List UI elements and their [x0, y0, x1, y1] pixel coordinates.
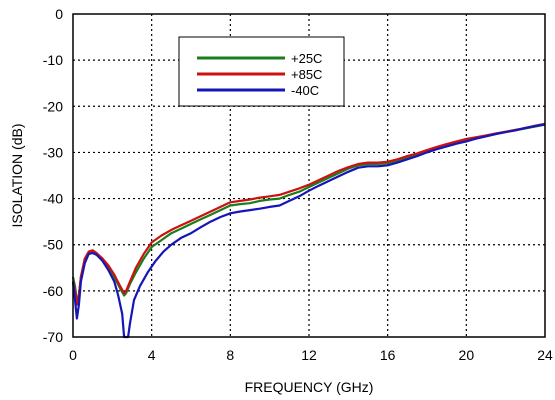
legend-items: +25C+85C-40C [197, 51, 322, 98]
x-tick-label: 20 [459, 347, 475, 363]
legend-label: +85C [291, 67, 322, 82]
x-tick-label: 4 [148, 347, 156, 363]
x-tick-label: 16 [380, 347, 396, 363]
legend: +25C+85C-40C [178, 36, 345, 107]
y-tick-label: 0 [55, 6, 63, 22]
plot-frame [72, 13, 546, 338]
x-tick-label: 8 [226, 347, 234, 363]
x-tick-label: 24 [537, 347, 553, 363]
y-tick-label: -20 [43, 98, 63, 114]
x-tick-label: 0 [69, 347, 77, 363]
y-tick-label: -40 [43, 191, 63, 207]
legend-box [178, 36, 345, 107]
x-axis-label: FREQUENCY (GHz) [245, 379, 374, 395]
y-tick-label: -60 [43, 283, 63, 299]
y-axis-label: ISOLATION (dB) [9, 124, 25, 228]
y-axis-ticks: 0 -10 -20 -30 -40 -50 -60 -70 [43, 6, 63, 345]
series-group [71, 122, 546, 339]
series-line-1 [71, 122, 546, 306]
x-axis-ticks: 0 4 8 12 16 20 24 [69, 347, 553, 363]
series-line-0 [71, 123, 546, 302]
legend-label: +25C [291, 51, 322, 66]
y-tick-label: -10 [43, 52, 63, 68]
y-tick-label: -50 [43, 237, 63, 253]
y-tick-label: -70 [43, 329, 63, 345]
y-tick-label: -30 [43, 144, 63, 160]
legend-label: -40C [291, 83, 319, 98]
series-line-2 [71, 123, 546, 339]
x-tick-label: 12 [301, 347, 317, 363]
